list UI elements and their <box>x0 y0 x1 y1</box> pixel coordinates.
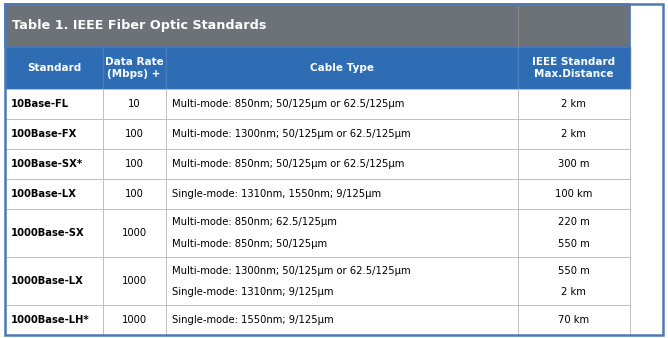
Bar <box>5 119 103 149</box>
Bar <box>518 179 630 209</box>
Bar <box>518 149 630 179</box>
Text: 70 km: 70 km <box>558 315 589 325</box>
Text: Multi-mode: 1300nm; 50/125μm or 62.5/125μm: Multi-mode: 1300nm; 50/125μm or 62.5/125… <box>172 129 411 139</box>
Bar <box>5 4 518 47</box>
Bar <box>166 305 518 335</box>
Text: Multi-mode: 850nm; 50/125μm or 62.5/125μm: Multi-mode: 850nm; 50/125μm or 62.5/125μ… <box>172 159 405 169</box>
Bar <box>103 179 166 209</box>
Text: Single-mode: 1310nm, 1550nm; 9/125μm: Single-mode: 1310nm, 1550nm; 9/125μm <box>172 189 381 199</box>
Text: 100: 100 <box>125 159 144 169</box>
Text: 100Base-SX*: 100Base-SX* <box>11 159 83 169</box>
Text: Multi-mode: 850nm; 62.5/125μm: Multi-mode: 850nm; 62.5/125μm <box>172 217 337 227</box>
Bar <box>518 47 630 89</box>
Text: 1000: 1000 <box>122 276 147 286</box>
Bar <box>103 89 166 119</box>
Text: Standard: Standard <box>27 63 81 73</box>
Text: 100Base-FX: 100Base-FX <box>11 129 77 139</box>
Bar <box>5 257 103 305</box>
Text: 300 m: 300 m <box>558 159 590 169</box>
Bar <box>166 257 518 305</box>
Text: 1000: 1000 <box>122 315 147 325</box>
Bar <box>5 179 103 209</box>
Text: 2 km: 2 km <box>562 99 587 109</box>
Bar <box>166 149 518 179</box>
Text: Table 1. IEEE Fiber Optic Standards: Table 1. IEEE Fiber Optic Standards <box>12 19 267 32</box>
Bar <box>166 89 518 119</box>
Bar <box>103 149 166 179</box>
Text: Cable Type: Cable Type <box>310 63 374 73</box>
Bar <box>5 209 103 257</box>
Bar <box>166 209 518 257</box>
Text: 10: 10 <box>128 99 140 109</box>
Bar <box>103 209 166 257</box>
Text: Multi-mode: 850nm; 50/125μm: Multi-mode: 850nm; 50/125μm <box>172 239 327 249</box>
Text: 100: 100 <box>125 129 144 139</box>
Bar <box>5 149 103 179</box>
Text: 2 km: 2 km <box>562 129 587 139</box>
Bar <box>518 305 630 335</box>
Text: Data Rate
(Mbps) +: Data Rate (Mbps) + <box>105 57 164 79</box>
Bar <box>518 4 630 47</box>
Text: IEEE Standard
Max.Distance: IEEE Standard Max.Distance <box>532 57 615 79</box>
Text: Multi-mode: 850nm; 50/125μm or 62.5/125μm: Multi-mode: 850nm; 50/125μm or 62.5/125μ… <box>172 99 405 109</box>
Text: Multi-mode: 1300nm; 50/125μm or 62.5/125μm: Multi-mode: 1300nm; 50/125μm or 62.5/125… <box>172 266 411 276</box>
Text: 550 m: 550 m <box>558 239 590 249</box>
Bar <box>518 209 630 257</box>
Bar <box>5 305 103 335</box>
Text: 100: 100 <box>125 189 144 199</box>
Text: 100Base-LX: 100Base-LX <box>11 189 77 199</box>
Text: 1000Base-LX: 1000Base-LX <box>11 276 84 286</box>
Bar <box>103 257 166 305</box>
Text: 2 km: 2 km <box>562 287 587 297</box>
Text: 1000Base-LH*: 1000Base-LH* <box>11 315 90 325</box>
Text: 1000Base-SX: 1000Base-SX <box>11 228 84 238</box>
Bar <box>103 47 166 89</box>
Text: Single-mode: 1310nm; 9/125μm: Single-mode: 1310nm; 9/125μm <box>172 287 334 297</box>
Bar <box>518 119 630 149</box>
Bar <box>518 257 630 305</box>
Text: 10Base-FL: 10Base-FL <box>11 99 69 109</box>
Bar <box>518 89 630 119</box>
Text: 220 m: 220 m <box>558 217 590 227</box>
Bar <box>103 119 166 149</box>
Bar <box>5 47 103 89</box>
Bar <box>166 119 518 149</box>
Text: 100 km: 100 km <box>555 189 593 199</box>
Bar <box>166 47 518 89</box>
Bar <box>166 179 518 209</box>
Text: Single-mode: 1550nm; 9/125μm: Single-mode: 1550nm; 9/125μm <box>172 315 334 325</box>
Bar <box>103 305 166 335</box>
Text: 550 m: 550 m <box>558 266 590 276</box>
Text: 1000: 1000 <box>122 228 147 238</box>
Bar <box>5 89 103 119</box>
